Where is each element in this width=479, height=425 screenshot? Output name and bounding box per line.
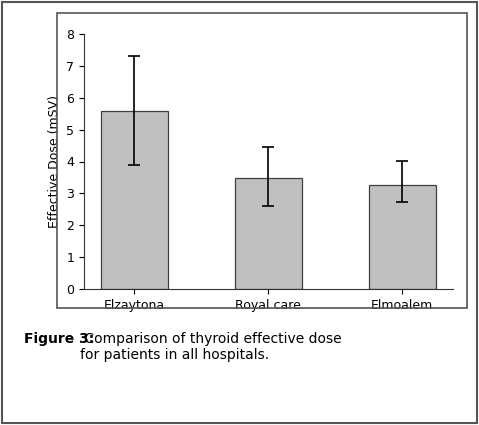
Bar: [369, 185, 436, 289]
Bar: [235, 178, 302, 289]
Bar: [101, 110, 168, 289]
Y-axis label: Effective Dose (mSV): Effective Dose (mSV): [47, 95, 60, 228]
Text: Figure 3:: Figure 3:: [24, 332, 94, 346]
Text: Comparison of thyroid effective dose
for patients in all hospitals.: Comparison of thyroid effective dose for…: [80, 332, 342, 362]
